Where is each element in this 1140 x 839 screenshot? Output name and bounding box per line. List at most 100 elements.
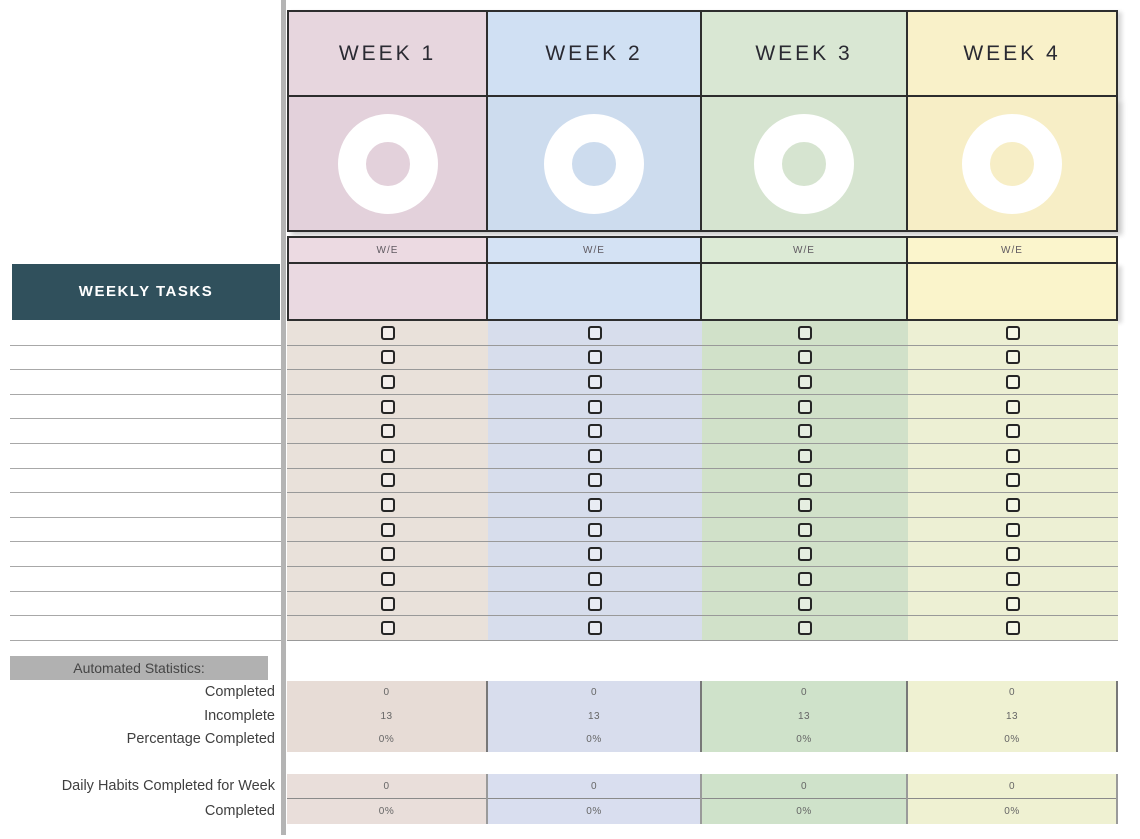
task-checkbox[interactable]	[798, 571, 812, 586]
task-checkbox[interactable]	[1006, 399, 1020, 414]
week-2-date-entry-cell[interactable]	[488, 264, 702, 321]
task-checkbox[interactable]	[1006, 571, 1020, 586]
task-row-7-week-3-cell	[702, 468, 908, 493]
task-checkbox[interactable]	[1006, 621, 1020, 636]
task-checkbox[interactable]	[588, 325, 602, 340]
task-checkbox[interactable]	[798, 325, 812, 340]
task-checkbox[interactable]	[380, 375, 395, 390]
task-name-row[interactable]	[10, 493, 281, 518]
task-checkbox[interactable]	[380, 547, 395, 562]
task-checkbox[interactable]	[588, 547, 602, 562]
task-checkbox[interactable]	[588, 350, 602, 365]
task-checkbox[interactable]	[588, 522, 602, 537]
task-checkbox[interactable]	[380, 522, 395, 537]
task-checkbox[interactable]	[798, 473, 812, 488]
task-name-row[interactable]	[10, 592, 281, 617]
task-row-5-week-3-cell	[702, 419, 908, 444]
week-3-daily-stats-column: 0 0%	[702, 774, 908, 824]
task-checkbox[interactable]	[588, 473, 602, 488]
task-name-row[interactable]	[10, 518, 281, 543]
task-checkbox[interactable]	[1006, 473, 1020, 488]
task-checkbox[interactable]	[588, 596, 602, 611]
task-checkbox[interactable]	[1006, 596, 1020, 611]
task-row-1-week-3-cell	[702, 321, 908, 345]
task-checkbox[interactable]	[1006, 375, 1020, 390]
task-name-row[interactable]	[10, 321, 281, 346]
task-checkbox[interactable]	[380, 448, 395, 463]
task-row-6-week-3-cell	[702, 444, 908, 468]
week-3-percentage-value: 0%	[796, 734, 812, 746]
task-checkbox[interactable]	[588, 448, 602, 463]
task-checkbox[interactable]	[588, 399, 602, 414]
week-1-header-cell: WEEK 1	[287, 10, 488, 97]
task-checkbox[interactable]	[588, 621, 602, 636]
task-row-7-week-1-cell	[287, 468, 488, 493]
task-row-7-week-2-cell	[488, 468, 702, 493]
task-name-row[interactable]	[10, 542, 281, 568]
week-3-date-entry-cell[interactable]	[702, 264, 908, 321]
task-row-4	[287, 394, 1118, 420]
task-checkbox[interactable]	[380, 424, 395, 439]
task-row-12-week-2-cell	[488, 591, 702, 616]
task-row-8-week-1-cell	[287, 493, 488, 517]
task-row-5-week-2-cell	[488, 419, 702, 444]
task-checkbox[interactable]	[798, 547, 812, 562]
task-checkbox[interactable]	[380, 498, 395, 513]
task-name-row[interactable]	[10, 567, 281, 592]
statistics-values-block: 0 13 0% 0 13 0% 0 13 0% 0 13 0%	[287, 681, 1118, 753]
task-checkbox[interactable]	[1006, 350, 1020, 365]
task-checkbox[interactable]	[1006, 424, 1020, 439]
task-checkbox[interactable]	[798, 498, 812, 513]
task-checkbox[interactable]	[798, 596, 812, 611]
week-2-daily-habits-value: 0	[488, 774, 700, 799]
task-checkbox[interactable]	[588, 424, 602, 439]
task-row-13-week-2-cell	[488, 616, 702, 640]
week-1-daily-habits-value: 0	[287, 774, 486, 799]
task-checkbox[interactable]	[798, 375, 812, 390]
week-1-date-entry-cell[interactable]	[287, 264, 488, 321]
task-checkbox[interactable]	[588, 375, 602, 390]
task-name-row[interactable]	[10, 346, 281, 371]
week-2-daily-completed-value: 0%	[586, 806, 602, 817]
task-checkbox[interactable]	[798, 522, 812, 537]
task-checkbox[interactable]	[1006, 498, 1020, 513]
task-row-9-week-3-cell	[702, 517, 908, 542]
week-header-row: WEEK 1 WEEK 2 WEEK 3 WEEK 4	[287, 10, 1118, 97]
task-checkbox[interactable]	[380, 350, 395, 365]
week-2-percentage-value: 0%	[586, 734, 602, 746]
task-checkbox[interactable]	[588, 498, 602, 513]
task-checkbox[interactable]	[1006, 325, 1020, 340]
task-name-row[interactable]	[10, 616, 281, 641]
task-checkbox[interactable]	[380, 596, 395, 611]
task-checkbox[interactable]	[380, 325, 395, 340]
task-checkbox[interactable]	[380, 399, 395, 414]
task-checkbox[interactable]	[1006, 547, 1020, 562]
task-row-4-week-2-cell	[488, 394, 702, 419]
task-name-row[interactable]	[10, 419, 281, 445]
task-row-4-week-3-cell	[702, 394, 908, 419]
week-2-incomplete-value: 13	[587, 710, 601, 722]
task-checkbox[interactable]	[1006, 448, 1020, 463]
task-row-1	[287, 321, 1118, 346]
task-checkbox[interactable]	[380, 621, 395, 636]
task-checkbox[interactable]	[380, 473, 395, 488]
task-checkbox[interactable]	[798, 350, 812, 365]
task-name-row[interactable]	[10, 370, 281, 395]
week-3-daily-completed-value: 0%	[796, 806, 812, 817]
task-checkbox[interactable]	[380, 571, 395, 586]
task-name-row[interactable]	[10, 444, 281, 469]
week-3-donut-cell	[702, 97, 908, 232]
task-checkbox[interactable]	[798, 448, 812, 463]
task-checkbox[interactable]	[798, 621, 812, 636]
week-1-we-label-cell: W/E	[287, 236, 488, 264]
task-checkbox[interactable]	[1006, 522, 1020, 537]
week-ending-label-row: W/E W/E W/E W/E	[287, 236, 1118, 264]
task-name-row[interactable]	[10, 469, 281, 494]
task-row-12-week-3-cell	[702, 591, 908, 616]
task-checkbox[interactable]	[798, 424, 812, 439]
task-checkbox[interactable]	[588, 571, 602, 586]
task-checkbox[interactable]	[798, 399, 812, 414]
task-name-row[interactable]	[10, 395, 281, 420]
week-4-date-entry-cell[interactable]	[908, 264, 1118, 321]
